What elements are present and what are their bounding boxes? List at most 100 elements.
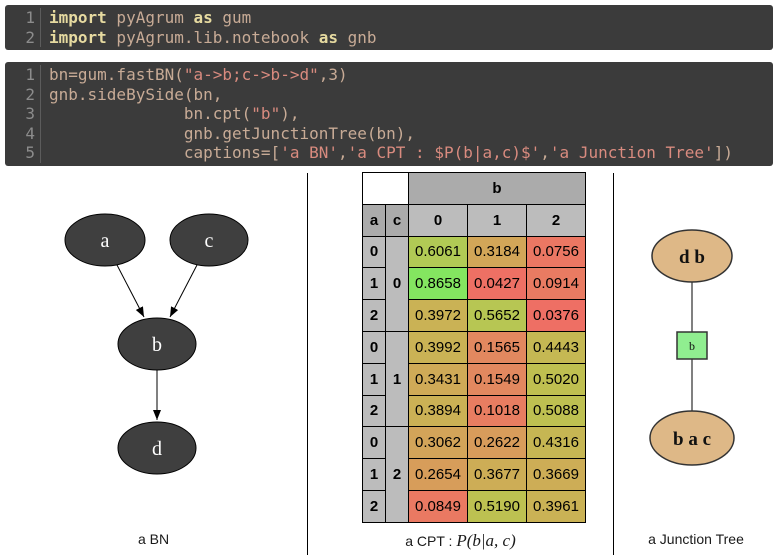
code-token: gnb xyxy=(337,27,377,47)
code-line: 2 import pyAgrum.lib.notebook as gnb xyxy=(5,27,773,48)
cpt-value-cell: 0.4316 xyxy=(526,426,586,460)
code-token: pyAgrum.lib.notebook xyxy=(106,27,319,47)
code-text: import pyAgrum as gum xyxy=(41,8,251,28)
line-number: 1 xyxy=(5,8,41,28)
cpt-value-cell: 0.3431 xyxy=(408,362,468,396)
cpt-value-cell: 0.5020 xyxy=(526,362,586,396)
cpt-value-cell: 0.2654 xyxy=(408,458,468,491)
code-token: import xyxy=(49,8,107,27)
code-token: ), xyxy=(280,104,300,123)
jt-separator-b: b xyxy=(676,331,708,360)
cpt-row: 2 0.3972 0.5652 0.0376 xyxy=(362,299,586,332)
cpt-row: 2 0.0849 0.5190 0.3961 xyxy=(362,489,586,523)
code-text: bn.cpt("b"), xyxy=(41,104,300,124)
cpt-value-cell: 0.3972 xyxy=(408,299,468,332)
cpt-value-cell: 0.8658 xyxy=(408,267,468,301)
cpt-row-label: 2 xyxy=(362,489,386,523)
cpt-child-label: 2 xyxy=(526,203,586,237)
cpt-value-cell: 0.3062 xyxy=(408,426,468,460)
code-line: 4 gnb.getJunctionTree(bn), xyxy=(5,123,773,143)
jt-clique-bac: b a c xyxy=(649,410,735,466)
panel-divider xyxy=(307,173,308,555)
code-cell-sidebyside: 1 bn=gum.fastBN("a->b;c->b->d",3) 2 gnb.sid… xyxy=(5,62,773,166)
cpt-row-label: 2 xyxy=(362,299,386,332)
cpt-value-cell: 0.3894 xyxy=(408,394,468,428)
cpt-row: 0 2 0.3062 0.2622 0.4316 xyxy=(362,426,586,523)
code-text: import pyAgrum.lib.notebook as gnb xyxy=(41,28,377,48)
line-number: 2 xyxy=(5,27,41,47)
cpt-value-cell: 0.3961 xyxy=(526,489,586,523)
cpt-child-label: 0 xyxy=(408,203,468,237)
code-token: pyAgrum xyxy=(106,8,194,27)
code-cell-imports: 1 import pyAgrum as gum 2 import pyAgrum.li… xyxy=(5,5,773,50)
bn-node-c-shape xyxy=(169,213,249,267)
cpt-group-label: 1 xyxy=(385,330,409,428)
code-line: 2 gnb.sideBySide(bn, xyxy=(5,84,773,104)
cpt-value-cell: 0.0756 xyxy=(526,235,586,269)
code-token: as xyxy=(318,27,338,47)
cpt-value-cell: 0.0427 xyxy=(467,267,527,301)
code-token: gum xyxy=(212,8,252,27)
cpt-row-label: 1 xyxy=(362,362,386,396)
line-number: 4 xyxy=(5,123,41,143)
cpt-row-label: 1 xyxy=(362,267,386,301)
bn-node-c: c xyxy=(169,213,249,267)
code-token: , xyxy=(337,143,348,162)
cpt-group-label: 2 xyxy=(385,426,409,523)
cpt-caption: a CPT : P(b|a, c) xyxy=(308,531,613,551)
bn-node-a-shape xyxy=(64,213,146,267)
code-line: 1 bn=gum.fastBN("a->b;c->b->d",3) xyxy=(5,65,773,85)
code-line: 5 captions=['a BN','a CPT : $P(b|a,c)$',… xyxy=(5,143,773,163)
line-number: 5 xyxy=(5,143,41,163)
bn-graph: a c b d xyxy=(64,213,249,475)
cpt-row-label: 0 xyxy=(362,426,386,460)
cpt-value-cell: 0.1018 xyxy=(467,394,527,428)
jt-clique-db: d b xyxy=(651,229,733,283)
side-by-side-output: a c b d a BN b a c 0 1 2 0 0 0.6061 0.3184 0.0756 xyxy=(0,172,778,559)
code-line: 1 import pyAgrum as gum xyxy=(5,8,773,28)
cpt-value-cell: 0.0849 xyxy=(408,489,468,523)
cpt-value-cell: 0.0376 xyxy=(526,299,586,332)
line-number: 3 xyxy=(5,104,41,124)
bn-caption: a BN xyxy=(137,531,170,547)
code-token: "a->b;c->b->d" xyxy=(183,65,319,84)
cpt-row-var-header: a xyxy=(362,203,386,237)
code-text: bn=gum.fastBN("a->b;c->b->d",3) xyxy=(41,65,348,85)
code-token: bn=gum.fastBN( xyxy=(49,65,184,84)
cpt-row-label: 1 xyxy=(362,458,386,491)
panel-divider xyxy=(613,173,614,555)
jt-clique-db-label: d b xyxy=(679,247,705,268)
bn-node-b-shape xyxy=(117,317,197,371)
cpt-value-cell: 0.0914 xyxy=(526,267,586,301)
cpt-row-label: 0 xyxy=(362,235,386,269)
cpt-value-cell: 0.5088 xyxy=(526,394,586,428)
cpt-row: 2 0.3894 0.1018 0.5088 xyxy=(362,394,586,428)
code-token: ]) xyxy=(713,143,733,162)
cpt-row: 0 0 0.6061 0.3184 0.0756 xyxy=(362,235,586,332)
bn-node-a-label: a xyxy=(101,230,110,252)
jt-clique-db-shape xyxy=(651,229,733,283)
code-token: 'a Junction Tree' xyxy=(549,143,714,162)
code-token: 'a BN' xyxy=(280,143,338,162)
bn-node-c-label: c xyxy=(205,230,214,252)
cpt-value-cell: 0.3677 xyxy=(467,458,527,491)
code-token: ,3) xyxy=(318,65,348,84)
cpt-panel: b a c 0 1 2 0 0 0.6061 0.3184 0.0756 1 0.8658 0.0427 0… xyxy=(308,172,613,559)
cpt-value-cell: 0.4443 xyxy=(526,330,586,364)
cpt-corner-cell xyxy=(362,172,409,205)
code-text: captions=['a BN','a CPT : $P(b|a,c)$','a… xyxy=(41,143,733,163)
cpt-value-cell: 0.1565 xyxy=(467,330,527,364)
jt-separator-b-shape xyxy=(676,331,708,360)
bn-edge-a-b xyxy=(116,264,145,318)
cpt-row: 1 0.8658 0.0427 0.0914 xyxy=(362,267,586,301)
cpt-value-cell: 0.1549 xyxy=(467,362,527,396)
code-token: import xyxy=(49,27,107,47)
jt-separator-b-label: b xyxy=(689,339,695,353)
bn-node-d-shape xyxy=(117,421,197,475)
code-token: gnb.getJunctionTree(bn), xyxy=(49,123,416,143)
cpt-row: 1 0.3431 0.1549 0.5020 xyxy=(362,362,586,396)
cpt-caption-math: P(b|a, c) xyxy=(456,531,516,550)
cpt-value-cell: 0.3992 xyxy=(408,330,468,364)
cpt-child-var-header: b xyxy=(408,172,586,205)
